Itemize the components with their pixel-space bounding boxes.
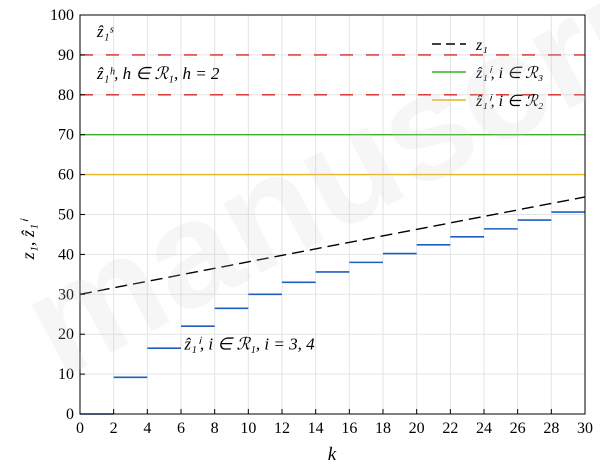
x-tick-label: 30: [577, 420, 593, 437]
x-tick-label: 20: [409, 420, 425, 437]
x-tick-label: 10: [240, 420, 256, 437]
y-tick-label: 10: [58, 366, 74, 383]
y-tick-label: 100: [50, 7, 74, 24]
axes: [79, 14, 586, 415]
x-tick-label: 2: [110, 420, 118, 437]
x-tick-label: 18: [375, 420, 391, 437]
x-tick-label: 24: [476, 420, 492, 437]
legend-label: z₁: [475, 37, 488, 54]
x-tick-label: 28: [543, 420, 559, 437]
plot-area: [79, 54, 586, 415]
annotation: ẑ₁ⁱ, i ∈ ℛ₁, i = 3, 4: [183, 334, 315, 353]
y-tick-label: 40: [58, 246, 74, 263]
x-tick-label: 8: [211, 420, 219, 437]
y-tick-label: 0: [66, 406, 74, 423]
x-tick-label: 26: [510, 420, 526, 437]
x-tick-label: 4: [143, 420, 151, 437]
x-axis-label: k: [328, 444, 337, 465]
legend-label: ẑ₁ⁱ, i ∈ ℛ₂: [475, 93, 544, 110]
y-tick-label: 30: [58, 286, 74, 303]
y-axis-label: z₁, ẑ₁ⁱ: [18, 218, 38, 261]
annotation: ẑ₁ˢ: [96, 22, 115, 41]
y-tick-label: 20: [58, 326, 74, 343]
y-tick-label: 70: [58, 127, 74, 144]
legend-label: ẑ₁ⁱ, i ∈ ℛ₃: [475, 65, 543, 82]
y-tick-label: 60: [58, 167, 74, 184]
x-tick-label: 22: [442, 420, 458, 437]
y-tick-label: 80: [58, 87, 74, 104]
x-tick-label: 0: [76, 420, 84, 437]
y-tick-label: 90: [58, 47, 74, 64]
x-tick-label: 14: [308, 420, 324, 437]
legend: z₁ ẑ₁ⁱ, i ∈ ℛ₃ ẑ₁ⁱ, i ∈ ℛ₂: [432, 37, 544, 110]
y-tick-label: 50: [58, 207, 74, 224]
annotation: ẑ₁ʰ, h ∈ ℛ₁, h = 2: [96, 64, 220, 83]
plot-frame: [79, 14, 586, 415]
x-tick-label: 16: [341, 420, 357, 437]
tick-labels: 0 2 4 6 8 10 12 14 16 18 20 22 24 26 28 300102030405060…: [50, 7, 593, 437]
x-tick-label: 6: [177, 420, 185, 437]
series-line: [79, 196, 586, 295]
x-tick-label: 12: [274, 420, 290, 437]
annotations: ẑ₁ˢ ẑ₁ʰ, h ∈ ℛ₁, h = 2 ẑ₁ⁱ, i ∈ ℛ₁, i = 3,…: [96, 22, 315, 353]
